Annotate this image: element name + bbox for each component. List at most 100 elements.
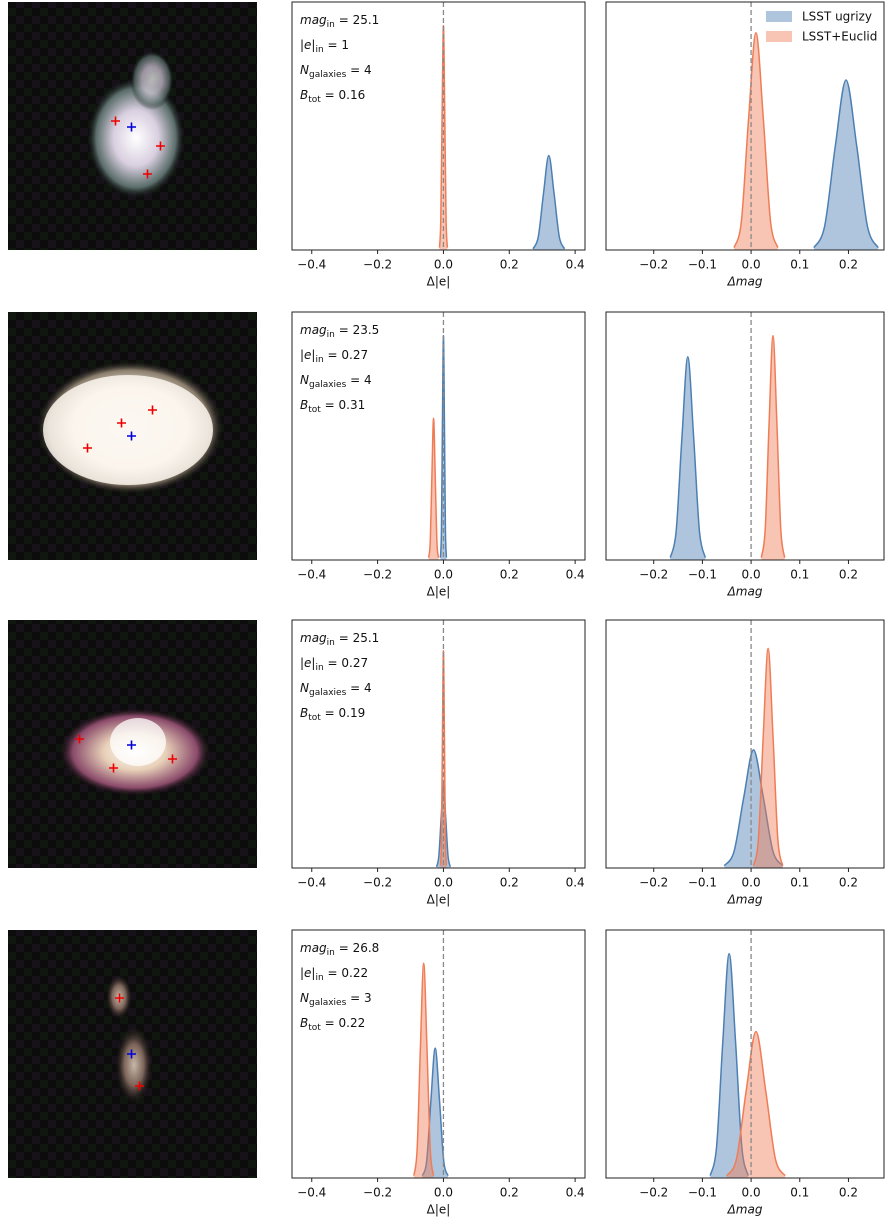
x-tick-label: 0.0 [742, 568, 761, 582]
annotation-subscript: tot [308, 1023, 321, 1033]
annotation: |e|in = 0.22 [300, 966, 368, 983]
density-line [439, 334, 448, 558]
annotation-subscript: in [327, 20, 335, 30]
annotation-value: = 25.1 [335, 13, 379, 27]
annotation-symbol: mag [300, 13, 327, 27]
density-line [435, 784, 452, 868]
annotation-value: = 0.22 [321, 1016, 365, 1030]
x-tick-label: −0.2 [363, 258, 392, 272]
annotation-value: = 4 [346, 681, 371, 695]
legend-swatch [766, 31, 792, 42]
plot-background [606, 620, 884, 868]
x-tick-label: 0.4 [566, 1186, 585, 1200]
annotation: magin = 26.8 [300, 941, 379, 958]
plot-frame [291, 929, 586, 1179]
density-area [724, 749, 783, 868]
annotation-symbol: N [300, 991, 309, 1005]
annotation-symbol: mag [300, 323, 327, 337]
density-line [709, 952, 749, 1176]
annotation-value: = 4 [346, 63, 371, 77]
x-axis-label: Δ|e| [427, 585, 451, 599]
plot-frame [291, 1, 586, 251]
x-axis-label: Δ|e| [427, 1203, 451, 1217]
annotation-symbol: mag [300, 941, 327, 955]
density-line [723, 749, 784, 867]
density-line [760, 334, 786, 558]
x-axis-label: Δ|e| [427, 893, 451, 907]
annotation-symbol: |e| [300, 966, 315, 980]
annotation-subscript: in [327, 330, 335, 340]
x-tick-label: 0.4 [566, 568, 585, 582]
annotation-value: = 4 [346, 373, 371, 387]
annotation-subscript: in [315, 663, 323, 673]
density-line [669, 356, 707, 558]
annotation-symbol: N [300, 63, 309, 77]
annotation-subscript: in [315, 973, 323, 983]
x-axis-label: Δmag [727, 893, 763, 907]
annotation-subscript: galaxies [309, 688, 347, 698]
plot-background [606, 930, 884, 1178]
annotation-subscript: tot [308, 405, 321, 415]
annotation-symbol: |e| [300, 348, 315, 362]
annotation: Ngalaxies = 4 [300, 63, 372, 80]
x-tick-label: −0.2 [639, 258, 668, 272]
plot-background [292, 620, 585, 868]
density-line [532, 154, 566, 250]
density-area [726, 1031, 786, 1178]
annotation-subscript: tot [308, 95, 321, 105]
annotation-symbol: mag [300, 631, 327, 645]
annotation: Btot = 0.19 [300, 706, 365, 723]
x-tick-label: 0.1 [790, 1186, 809, 1200]
annotation-symbol: B [300, 88, 308, 102]
annotation-value: = 26.8 [335, 941, 379, 955]
x-tick-label: 0.2 [500, 876, 519, 890]
density-line [733, 31, 779, 248]
annotation-symbol: N [300, 681, 309, 695]
density-area [422, 1048, 449, 1178]
annotation-value: = 0.27 [324, 348, 368, 362]
annotation-symbol: |e| [300, 38, 315, 52]
x-tick-label: 0.0 [742, 876, 761, 890]
x-tick-label: 0.2 [839, 1186, 858, 1200]
density-area [670, 356, 706, 560]
density-line [413, 962, 435, 1176]
x-tick-label: −0.1 [688, 568, 717, 582]
plot-frame [605, 311, 885, 561]
x-axis-label: Δmag [727, 275, 763, 289]
x-tick-label: 0.0 [742, 1186, 761, 1200]
plot-frame [605, 929, 885, 1179]
x-tick-label: 0.4 [566, 876, 585, 890]
annotation: Btot = 0.31 [300, 398, 365, 415]
annotation-symbol: B [300, 1016, 308, 1030]
density-line [726, 1030, 786, 1177]
density-area [710, 953, 749, 1178]
annotation: Btot = 0.22 [300, 1016, 365, 1033]
plot-background [292, 312, 585, 560]
annotation: magin = 25.1 [300, 13, 379, 30]
x-axis-label: Δmag [727, 585, 763, 599]
plot-frame [291, 619, 586, 869]
annotation-subscript: in [327, 948, 335, 958]
x-tick-label: 0.2 [500, 258, 519, 272]
annotation-value: = 0.16 [321, 88, 365, 102]
x-tick-label: 0.2 [839, 568, 858, 582]
x-tick-label: 0.0 [434, 1186, 453, 1200]
annotation-subscript: galaxies [309, 380, 347, 390]
x-tick-label: −0.4 [297, 1186, 326, 1200]
x-tick-label: 0.4 [566, 258, 585, 272]
annotation: Btot = 0.16 [300, 88, 365, 105]
x-tick-label: −0.2 [639, 876, 668, 890]
density-line [438, 24, 449, 248]
annotation: Ngalaxies = 3 [300, 991, 372, 1008]
annotation-value: = 0.31 [321, 398, 365, 412]
density-line [427, 417, 440, 558]
annotation: |e|in = 0.27 [300, 656, 368, 673]
plot-background [292, 930, 585, 1178]
x-tick-label: 0.0 [434, 568, 453, 582]
x-tick-label: 0.1 [790, 876, 809, 890]
density-area [761, 335, 785, 560]
annotation: Ngalaxies = 4 [300, 373, 372, 390]
annotation-value: = 0.19 [321, 706, 365, 720]
annotation-value: = 25.1 [335, 631, 379, 645]
plot-background [292, 2, 585, 250]
